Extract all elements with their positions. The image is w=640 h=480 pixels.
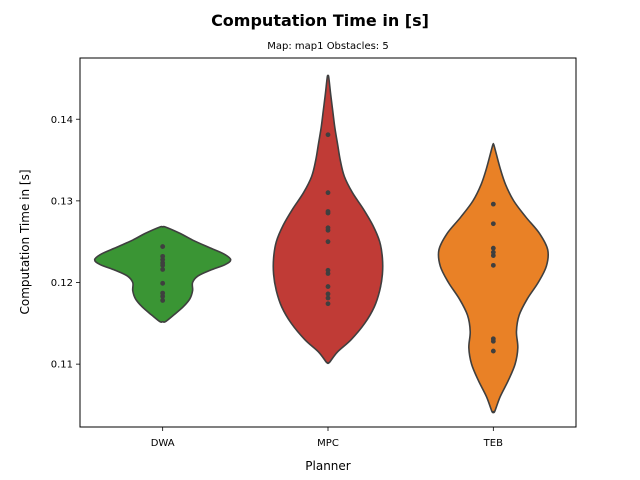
data-point-teb <box>490 336 496 342</box>
data-point-mpc <box>325 225 331 231</box>
data-point-teb <box>490 221 496 227</box>
data-point-teb <box>490 262 496 268</box>
y-axis: 0.11 0.12 0.13 0.14 <box>51 115 80 371</box>
violin-teb <box>437 142 550 414</box>
data-point-teb <box>490 348 496 354</box>
y-axis-label: Computation Time in [s] <box>18 169 32 314</box>
data-point-mpc <box>325 291 331 297</box>
violin-dwa <box>93 225 232 323</box>
y-tick-label: 0.12 <box>51 278 73 289</box>
data-point-dwa <box>160 253 166 259</box>
data-point-mpc <box>325 190 331 196</box>
x-axis: DWA MPC TEB <box>151 427 503 449</box>
chart-title: Computation Time in [s] <box>211 11 429 30</box>
data-point-mpc <box>325 132 331 138</box>
y-tick-label: 0.11 <box>51 360 73 371</box>
data-point-mpc <box>325 301 331 307</box>
data-point-dwa <box>160 244 166 249</box>
violin-mpc <box>272 74 384 365</box>
x-axis-label: Planner <box>305 459 351 473</box>
data-point-teb <box>490 249 496 255</box>
plot-area <box>93 74 550 414</box>
x-tick-label: TEB <box>483 438 503 449</box>
data-point-dwa <box>160 280 166 286</box>
data-point-mpc <box>325 239 331 245</box>
data-point-mpc <box>325 209 331 214</box>
data-point-dwa <box>160 290 166 296</box>
x-tick-label: MPC <box>317 438 339 449</box>
data-point-mpc <box>325 267 331 273</box>
data-point-mpc <box>325 284 331 289</box>
y-tick-label: 0.14 <box>51 115 73 126</box>
data-point-teb <box>490 245 496 251</box>
y-tick-label: 0.13 <box>51 196 73 207</box>
data-point-dwa <box>160 298 166 303</box>
data-point-mpc <box>325 295 331 301</box>
x-tick-label: DWA <box>151 438 175 449</box>
chart-subtitle: Map: map1 Obstacles: 5 <box>267 41 388 52</box>
data-point-teb <box>490 201 496 207</box>
data-point-dwa <box>160 267 166 272</box>
